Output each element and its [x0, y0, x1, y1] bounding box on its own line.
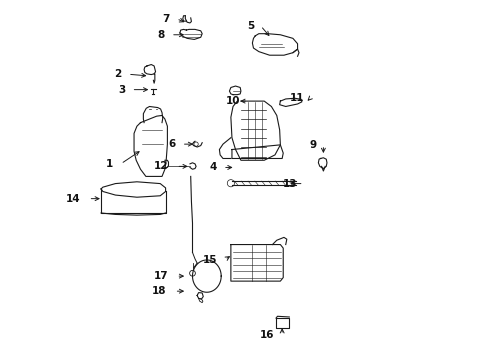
Text: 7: 7 — [162, 14, 169, 24]
Text: 14: 14 — [66, 194, 81, 204]
Text: 11: 11 — [289, 93, 304, 103]
Text: 10: 10 — [225, 96, 240, 106]
Text: 1: 1 — [105, 159, 113, 169]
Text: 9: 9 — [309, 140, 316, 150]
Text: 17: 17 — [154, 271, 168, 281]
Text: 18: 18 — [152, 286, 166, 296]
Text: 15: 15 — [202, 255, 217, 265]
Text: 12: 12 — [154, 161, 168, 171]
Text: 4: 4 — [209, 162, 216, 172]
Text: 2: 2 — [114, 69, 121, 79]
Text: 3: 3 — [118, 85, 125, 95]
Text: 8: 8 — [157, 30, 164, 40]
Text: 16: 16 — [259, 330, 274, 340]
Text: 6: 6 — [168, 139, 175, 149]
Text: 13: 13 — [282, 179, 297, 189]
Text: 5: 5 — [246, 21, 254, 31]
